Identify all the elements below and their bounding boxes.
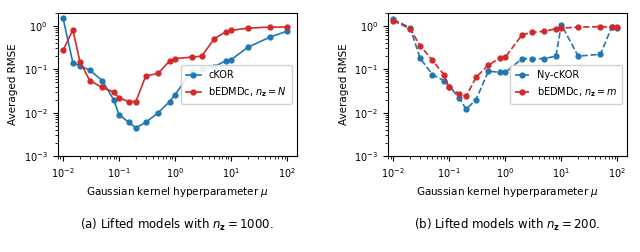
bEDMDc, $n_{\mathbf{z}} = m$ <box>440 73 448 76</box>
cKOR <box>227 58 235 61</box>
bEDMDc, $n_{\mathbf{z}} = m$ <box>614 26 621 29</box>
bEDMDc, $n_{\mathbf{z}} = N$ <box>125 100 132 103</box>
bEDMDc, $n_{\mathbf{z}} = N$ <box>59 49 67 52</box>
Ny-cKOR <box>484 70 492 73</box>
Ny-cKOR <box>614 26 621 29</box>
cKOR <box>76 64 84 67</box>
bEDMDc, $n_{\mathbf{z}} = m$ <box>429 59 436 62</box>
Line: bEDMDc, $n_{\mathbf{z}} = N$: bEDMDc, $n_{\mathbf{z}} = N$ <box>61 25 289 104</box>
Ny-cKOR <box>608 25 616 28</box>
bEDMDc, $n_{\mathbf{z}} = m$ <box>502 56 509 59</box>
bEDMDc, $n_{\mathbf{z}} = N$ <box>188 56 196 59</box>
bEDMDc, $n_{\mathbf{z}} = m$ <box>608 25 616 28</box>
Ny-cKOR <box>502 71 509 74</box>
bEDMDc, $n_{\mathbf{z}} = N$ <box>115 96 123 99</box>
bEDMDc, $n_{\mathbf{z}} = m$ <box>528 31 536 34</box>
bEDMDc, $n_{\mathbf{z}} = m$ <box>574 25 582 28</box>
bEDMDc, $n_{\mathbf{z}} = m$ <box>518 33 526 36</box>
Ny-cKOR <box>496 71 504 74</box>
bEDMDc, $n_{\mathbf{z}} = N$ <box>284 25 291 28</box>
Ny-cKOR <box>528 57 536 60</box>
Text: (a) Lifted models with $n_{\mathbf{z}} = 1000$.: (a) Lifted models with $n_{\mathbf{z}} =… <box>81 216 274 233</box>
Ny-cKOR <box>455 96 463 99</box>
cKOR <box>198 68 205 71</box>
Ny-cKOR <box>440 79 448 82</box>
Y-axis label: Averaged RMSE: Averaged RMSE <box>339 44 349 125</box>
cKOR <box>110 98 118 101</box>
Ny-cKOR <box>445 85 453 88</box>
cKOR <box>266 36 274 39</box>
Ny-cKOR <box>596 53 604 56</box>
bEDMDc, $n_{\mathbf{z}} = N$ <box>69 28 77 32</box>
Legend: cKOR, bEDMDc, $n_{\mathbf{z}} = N$: cKOR, bEDMDc, $n_{\mathbf{z}} = N$ <box>181 65 292 104</box>
bEDMDc, $n_{\mathbf{z}} = m$ <box>557 27 565 30</box>
bEDMDc, $n_{\mathbf{z}} = m$ <box>541 30 548 33</box>
Ny-cKOR <box>541 57 548 60</box>
Text: (b) Lifted models with $n_{\mathbf{z}} = 200$.: (b) Lifted models with $n_{\mathbf{z}} =… <box>414 216 601 233</box>
Ny-cKOR <box>574 55 582 58</box>
bEDMDc, $n_{\mathbf{z}} = m$ <box>462 95 470 98</box>
bEDMDc, $n_{\mathbf{z}} = N$ <box>166 59 173 62</box>
Line: cKOR: cKOR <box>61 16 289 130</box>
bEDMDc, $n_{\mathbf{z}} = N$ <box>154 72 162 75</box>
Line: bEDMDc, $n_{\mathbf{z}} = m$: bEDMDc, $n_{\mathbf{z}} = m$ <box>391 18 620 99</box>
bEDMDc, $n_{\mathbf{z}} = N$ <box>76 60 84 63</box>
bEDMDc, $n_{\mathbf{z}} = m$ <box>552 27 560 30</box>
Ny-cKOR <box>406 26 414 29</box>
bEDMDc, $n_{\mathbf{z}} = N$ <box>132 100 140 103</box>
cKOR <box>166 100 173 103</box>
bEDMDc, $n_{\mathbf{z}} = m$ <box>445 86 453 89</box>
Ny-cKOR <box>552 55 560 58</box>
Ny-cKOR <box>390 18 397 21</box>
bEDMDc, $n_{\mathbf{z}} = N$ <box>86 79 93 82</box>
X-axis label: Gaussian kernel hyperparameter $\mu$: Gaussian kernel hyperparameter $\mu$ <box>416 185 599 199</box>
cKOR <box>86 69 93 72</box>
X-axis label: Gaussian kernel hyperparameter $\mu$: Gaussian kernel hyperparameter $\mu$ <box>86 185 269 199</box>
bEDMDc, $n_{\mathbf{z}} = m$ <box>596 25 604 28</box>
cKOR <box>125 121 132 124</box>
Y-axis label: Averaged RMSE: Averaged RMSE <box>8 44 19 125</box>
Ny-cKOR <box>416 57 424 60</box>
bEDMDc, $n_{\mathbf{z}} = N$ <box>198 55 205 58</box>
cKOR <box>142 121 150 124</box>
cKOR <box>154 111 162 114</box>
Line: Ny-cKOR: Ny-cKOR <box>391 17 620 112</box>
bEDMDc, $n_{\mathbf{z}} = N$ <box>99 86 106 89</box>
Ny-cKOR <box>472 98 480 101</box>
bEDMDc, $n_{\mathbf{z}} = m$ <box>416 44 424 47</box>
cKOR <box>172 93 179 96</box>
bEDMDc, $n_{\mathbf{z}} = m$ <box>484 64 492 67</box>
cKOR <box>132 126 140 129</box>
bEDMDc, $n_{\mathbf{z}} = N$ <box>222 30 230 34</box>
Ny-cKOR <box>557 23 565 26</box>
bEDMDc, $n_{\mathbf{z}} = m$ <box>406 27 414 30</box>
Ny-cKOR <box>518 57 526 60</box>
bEDMDc, $n_{\mathbf{z}} = N$ <box>110 90 118 93</box>
cKOR <box>59 17 67 20</box>
bEDMDc, $n_{\mathbf{z}} = N$ <box>227 29 235 32</box>
bEDMDc, $n_{\mathbf{z}} = N$ <box>266 25 274 28</box>
Ny-cKOR <box>429 73 436 76</box>
cKOR <box>188 70 196 73</box>
cKOR <box>69 61 77 64</box>
bEDMDc, $n_{\mathbf{z}} = N$ <box>211 37 218 40</box>
cKOR <box>284 30 291 33</box>
bEDMDc, $n_{\mathbf{z}} = m$ <box>472 76 480 79</box>
Ny-cKOR <box>462 108 470 111</box>
cKOR <box>211 65 218 68</box>
bEDMDc, $n_{\mathbf{z}} = N$ <box>244 27 252 30</box>
Legend: Ny-cKOR, bEDMDc, $n_{\mathbf{z}} = m$: Ny-cKOR, bEDMDc, $n_{\mathbf{z}} = m$ <box>509 65 622 104</box>
bEDMDc, $n_{\mathbf{z}} = N$ <box>142 74 150 77</box>
bEDMDc, $n_{\mathbf{z}} = N$ <box>172 57 179 60</box>
bEDMDc, $n_{\mathbf{z}} = m$ <box>390 19 397 22</box>
bEDMDc, $n_{\mathbf{z}} = m$ <box>455 92 463 96</box>
cKOR <box>99 79 106 82</box>
cKOR <box>244 46 252 49</box>
cKOR <box>115 113 123 116</box>
bEDMDc, $n_{\mathbf{z}} = m$ <box>496 57 504 60</box>
cKOR <box>222 59 230 62</box>
